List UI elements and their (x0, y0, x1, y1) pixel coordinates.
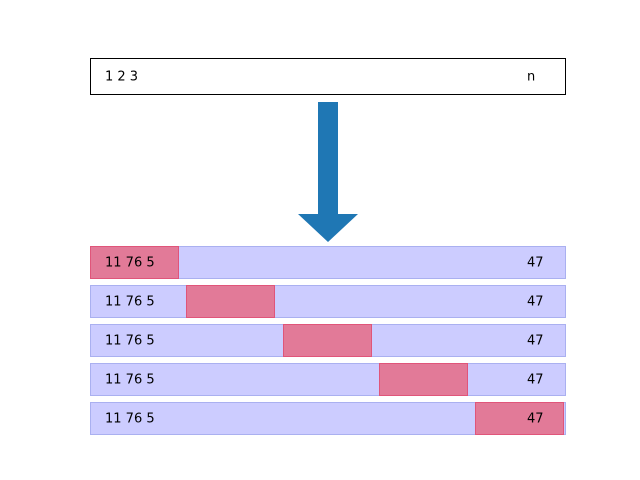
row-start-label: 11 76 5 (105, 255, 155, 270)
row-end-label: 47 (527, 411, 544, 426)
window-highlight (475, 402, 564, 435)
window-highlight (90, 246, 179, 279)
row-start-label: 11 76 5 (105, 372, 155, 387)
row-start-label: 11 76 5 (105, 333, 155, 348)
window-row: 11 76 5 47 (90, 402, 566, 435)
input-end-label: n (527, 69, 536, 84)
row-end-label: 47 (527, 255, 544, 270)
window-row: 11 76 5 47 (90, 363, 566, 396)
row-end-label: 47 (527, 372, 544, 387)
down-arrow-shape (298, 102, 358, 242)
down-arrow-icon (298, 102, 358, 242)
row-start-label: 11 76 5 (105, 294, 155, 309)
window-highlight (186, 285, 276, 318)
input-sequence-box: 1 2 3 n (90, 58, 566, 95)
window-row: 11 76 5 47 (90, 285, 566, 318)
row-start-label: 11 76 5 (105, 411, 155, 426)
window-row: 11 76 5 47 (90, 324, 566, 357)
row-end-label: 47 (527, 333, 544, 348)
sliding-window-rows: 11 76 5 47 11 76 5 47 11 76 5 47 11 76 5… (90, 246, 566, 441)
window-row: 11 76 5 47 (90, 246, 566, 279)
input-start-label: 1 2 3 (105, 69, 139, 84)
row-end-label: 47 (527, 294, 544, 309)
window-highlight (378, 363, 468, 396)
window-highlight (282, 324, 372, 357)
